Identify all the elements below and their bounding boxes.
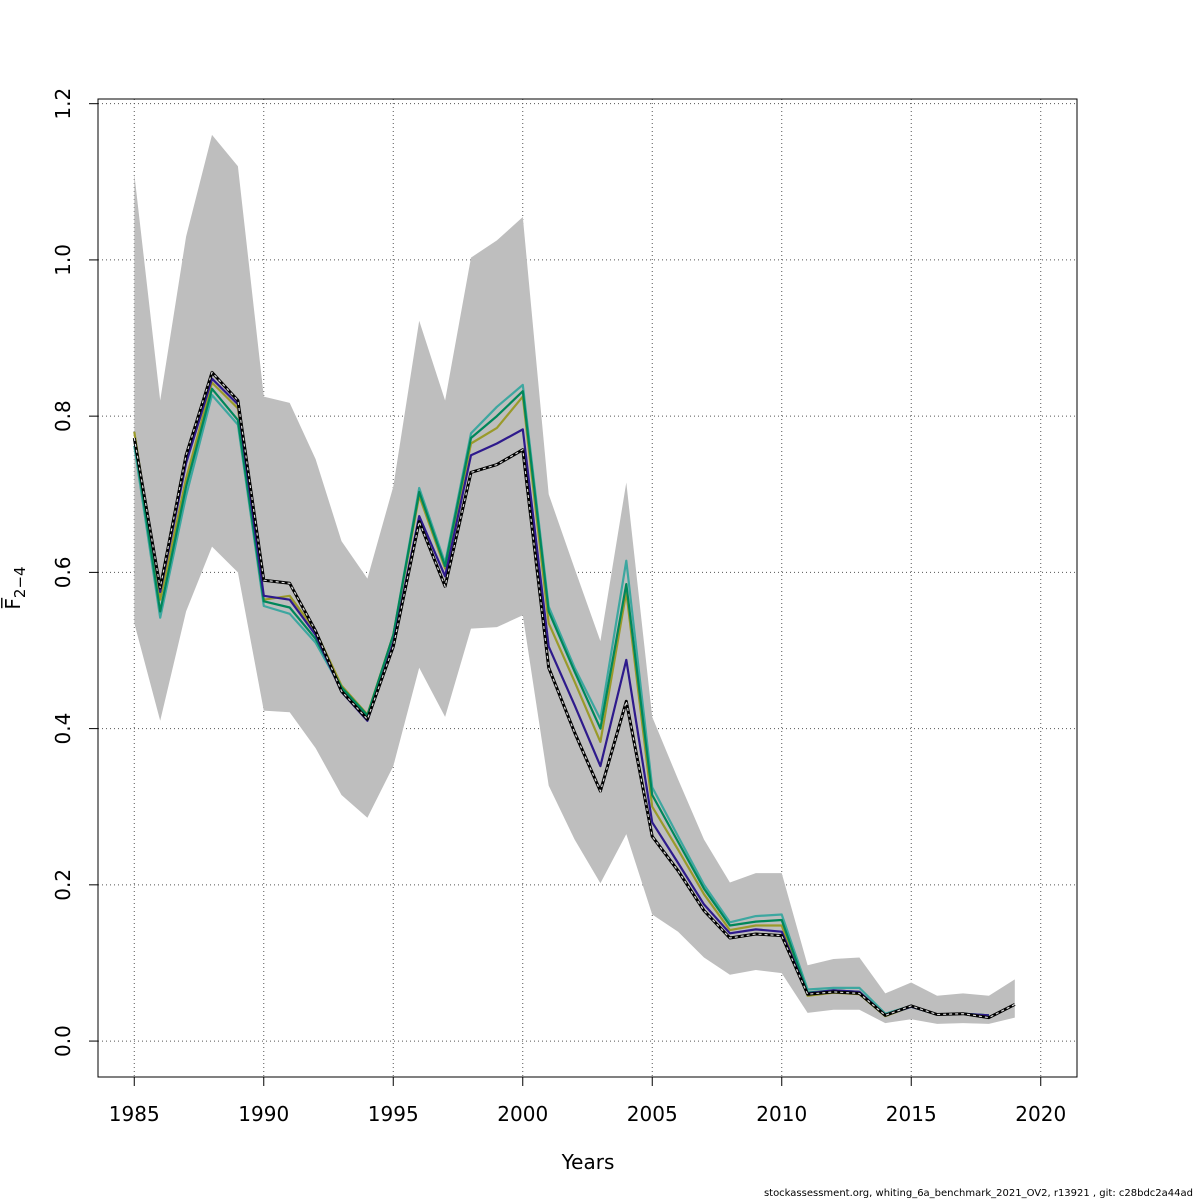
y-tick-label-3: 0.6 bbox=[51, 556, 75, 588]
y-tick-label-1: 0.2 bbox=[51, 869, 75, 901]
x-tick-label-1: 1990 bbox=[238, 1102, 289, 1126]
y-axis: 0.0 0.2 0.4 0.6 0.8 1.0 1.2 bbox=[51, 88, 99, 1057]
x-axis: 1985 1990 1995 2000 2005 2010 2015 2020 bbox=[109, 1076, 1066, 1126]
y-tick-label-4: 0.8 bbox=[51, 400, 75, 432]
y-tick-label-5: 1.0 bbox=[51, 244, 75, 276]
x-tick-label-2: 1995 bbox=[368, 1102, 419, 1126]
y-tick-label-2: 0.4 bbox=[51, 713, 75, 745]
y-axis-title-main: F̅ bbox=[0, 597, 25, 610]
x-axis-title: Years bbox=[561, 1150, 615, 1174]
y-axis-title-subscript: 2−4 bbox=[11, 566, 29, 598]
confidence-band-area bbox=[134, 134, 1015, 1024]
series-line-3 bbox=[133, 377, 989, 1017]
x-tick-label-3: 2000 bbox=[497, 1102, 548, 1126]
y-tick-label-6: 1.2 bbox=[51, 88, 75, 120]
series-line-0 bbox=[133, 383, 989, 1017]
footer-credit: stockassessment.org, whiting_6a_benchmar… bbox=[764, 1188, 1193, 1199]
x-tick-label-4: 2005 bbox=[627, 1102, 678, 1126]
y-tick-label-0: 0.0 bbox=[51, 1025, 75, 1057]
x-tick-label-0: 1985 bbox=[109, 1102, 160, 1126]
x-tick-label-7: 2020 bbox=[1015, 1102, 1066, 1126]
x-tick-label-6: 2015 bbox=[886, 1102, 937, 1126]
confidence-band bbox=[134, 134, 1015, 1024]
series-line-4-dash bbox=[133, 371, 1016, 1019]
x-tick-label-5: 2010 bbox=[756, 1102, 807, 1126]
series-lines bbox=[132, 370, 1016, 1020]
y-axis-title: F̅2−4 bbox=[0, 566, 29, 609]
